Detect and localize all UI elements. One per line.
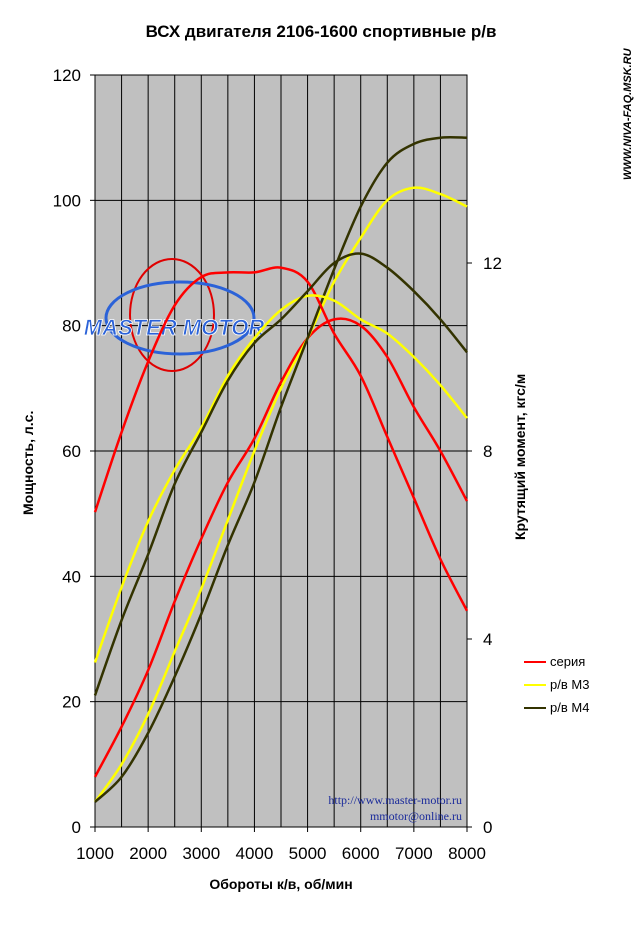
legend-item: р/в М3 [524, 673, 589, 696]
y-tick-label: 60 [62, 442, 81, 461]
torque-line-р/в М3 [93, 294, 468, 663]
y-tick-label: 0 [72, 818, 81, 837]
credit-url[interactable]: http://www.master-motor.ru [328, 793, 462, 807]
logo: MASTER MOTOR [83, 258, 265, 372]
y2-tick-label: 4 [483, 630, 492, 649]
torque-line-р/в М4 [93, 252, 468, 696]
y2-tick-label: 12 [483, 254, 502, 273]
chart-title: ВСХ двигателя 2106-1600 спортивные р/в [145, 22, 497, 41]
torque-line-серия [93, 266, 469, 612]
logo-text: MASTER MOTOR [84, 315, 265, 340]
y2-tick-label: 0 [483, 818, 492, 837]
power-line-серия [93, 317, 469, 778]
y2-tick-label: 8 [483, 442, 492, 461]
y-tick-label: 120 [53, 66, 81, 85]
x-tick-label: 4000 [236, 844, 274, 863]
x-tick-label: 6000 [342, 844, 380, 863]
x-tick-label: 5000 [289, 844, 327, 863]
y-tick-label: 20 [62, 693, 81, 712]
credit-email[interactable]: mmotor@online.ru [369, 809, 462, 823]
power-line-р/в М4 [94, 135, 468, 803]
legend-item: серия [524, 650, 589, 673]
y-tick-label: 40 [62, 567, 81, 586]
curves [93, 135, 469, 803]
x-tick-label: 8000 [448, 844, 486, 863]
y-tick-label: 80 [62, 317, 81, 336]
power-line-р/в М3 [93, 186, 468, 803]
legend-item: р/в М4 [524, 696, 589, 719]
axis-ticks: 1000 2000 3000 4000 5000 6000 7000 800002040608… [53, 66, 502, 863]
x-tick-label: 1000 [76, 844, 114, 863]
x-axis-label: Обороты к/в, об/мин [209, 876, 353, 892]
x-tick-label: 7000 [395, 844, 433, 863]
y-tick-label: 100 [53, 191, 81, 210]
legend: серия р/в М3 р/в М4 [524, 650, 589, 719]
x-tick-label: 3000 [182, 844, 220, 863]
x-tick-label: 2000 [129, 844, 167, 863]
